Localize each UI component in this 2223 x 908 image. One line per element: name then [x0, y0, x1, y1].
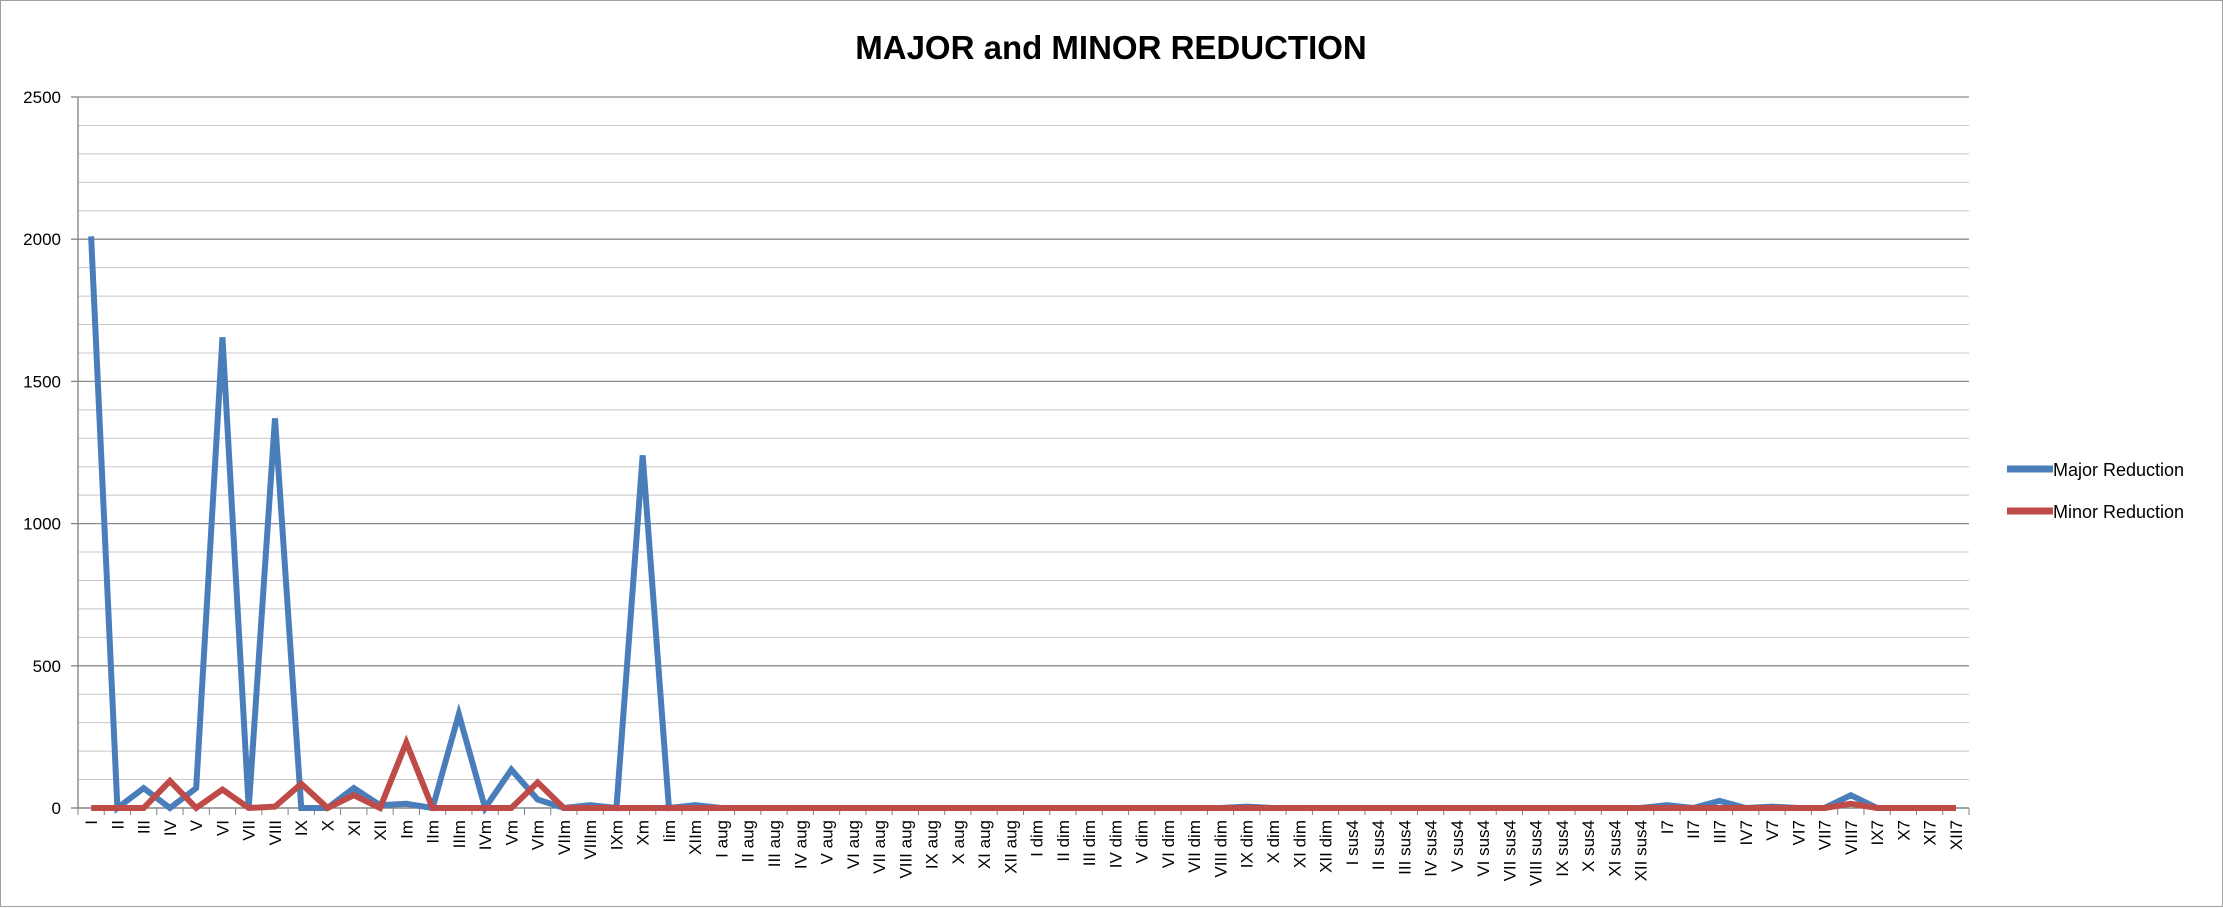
x-tick-label: II aug	[739, 820, 758, 863]
x-tick-label: Iim	[660, 820, 679, 843]
x-tick-label: VI	[213, 820, 232, 836]
x-tick-label: V dim	[1133, 820, 1152, 863]
x-tick-label: IX aug	[923, 820, 942, 869]
x-tick-label: V7	[1763, 820, 1782, 841]
x-tick-label: VIII dim	[1211, 820, 1230, 878]
x-tick-label: II7	[1684, 820, 1703, 839]
x-tick-label: IV7	[1737, 820, 1756, 846]
x-tick-label: III sus4	[1395, 820, 1414, 875]
x-tick-label: VIII7	[1842, 820, 1861, 855]
x-tick-label: VI aug	[844, 820, 863, 869]
x-tick-label: II dim	[1054, 820, 1073, 862]
legend-label: Major Reduction	[2053, 460, 2184, 480]
legend-label: Minor Reduction	[2053, 502, 2184, 522]
y-tick-label: 1500	[23, 372, 61, 391]
x-tick-label: VIII aug	[896, 820, 915, 879]
x-tick-label: XII sus4	[1632, 820, 1651, 881]
x-tick-label: IVm	[476, 820, 495, 850]
x-tick-label: I aug	[712, 820, 731, 858]
x-tick-label: III aug	[765, 820, 784, 867]
x-tick-label: VIIm	[555, 820, 574, 855]
x-tick-label: VII aug	[870, 820, 889, 874]
x-tick-label: VI7	[1789, 820, 1808, 846]
x-tick-label: XI7	[1921, 820, 1940, 846]
x-tick-label: I dim	[1028, 820, 1047, 857]
x-tick-label: IV	[161, 819, 180, 836]
x-tick-label: XI sus4	[1605, 820, 1624, 877]
x-tick-label: X sus4	[1579, 820, 1598, 872]
legend: Major Reduction Minor Reduction	[2007, 460, 2184, 522]
x-tick-label: XIIm	[686, 820, 705, 855]
x-tick-label: IV aug	[791, 820, 810, 869]
x-tick-label: XI	[345, 820, 364, 836]
x-tick-label: I7	[1658, 820, 1677, 834]
x-tick-label: VII7	[1816, 820, 1835, 850]
x-tick-label: VIII sus4	[1527, 820, 1546, 886]
x-tick-label: IX dim	[1238, 820, 1257, 868]
x-tick-label: III7	[1710, 820, 1729, 844]
x-tick-label: VI sus4	[1474, 820, 1493, 877]
x-tick-label: V	[187, 819, 206, 831]
y-tick-label: 2000	[23, 230, 61, 249]
x-tick-label: X dim	[1264, 820, 1283, 863]
x-tick-label: II	[108, 820, 127, 829]
x-tick-label: VII dim	[1185, 820, 1204, 873]
x-tick-label: VIm	[529, 820, 548, 850]
x-tick-label: IX7	[1868, 820, 1887, 846]
x-tick-label: XII7	[1947, 820, 1966, 850]
x-tick-label: I sus4	[1343, 820, 1362, 865]
x-tick-label: III dim	[1080, 820, 1099, 866]
x-tick-label: V sus4	[1448, 820, 1467, 872]
series-line	[91, 734, 1956, 813]
x-tick-label: XII aug	[1001, 820, 1020, 874]
x-tick-label: IV sus4	[1422, 820, 1441, 877]
x-tick-label: IIm	[424, 820, 443, 844]
x-tick-label: VIIIm	[581, 820, 600, 860]
x-tick-label: III	[135, 820, 154, 834]
y-tick-label: 0	[52, 799, 61, 818]
y-tick-label: 2500	[23, 88, 61, 107]
x-tick-label: Vm	[502, 820, 521, 846]
x-tick-label: IX	[292, 820, 311, 836]
x-tick-label: VIII	[266, 820, 285, 846]
x-tick-label: Im	[397, 820, 416, 839]
series-lines	[88, 236, 1956, 816]
x-tick-label: IV dim	[1106, 820, 1125, 868]
x-tick-label: XI aug	[975, 820, 994, 869]
x-tick-label: IXm	[607, 820, 626, 850]
x-tick-label: IX sus4	[1553, 820, 1572, 877]
x-tick-label: X	[319, 820, 338, 831]
x-tick-label: VII sus4	[1500, 820, 1519, 881]
x-tick-label: VII	[240, 820, 259, 841]
x-tick-label: XI dim	[1290, 820, 1309, 868]
x-tick-label: XII dim	[1317, 820, 1336, 873]
x-tick-label: IIIm	[450, 820, 469, 848]
x-tick-label: II sus4	[1369, 820, 1388, 870]
x-tick-label: X7	[1894, 820, 1913, 841]
x-tick-label: Xm	[634, 820, 653, 846]
y-tick-label: 500	[33, 657, 61, 676]
chart-title: MAJOR and MINOR REDUCTION	[855, 29, 1367, 66]
x-tick-label: VI dim	[1159, 820, 1178, 868]
grid-lines	[78, 96, 1969, 809]
x-tick-label: V aug	[818, 820, 837, 864]
x-tick-label: I	[82, 820, 101, 825]
x-tick-label: XII	[371, 820, 390, 841]
y-tick-label: 1000	[23, 515, 61, 534]
x-tick-label: X aug	[949, 820, 968, 864]
